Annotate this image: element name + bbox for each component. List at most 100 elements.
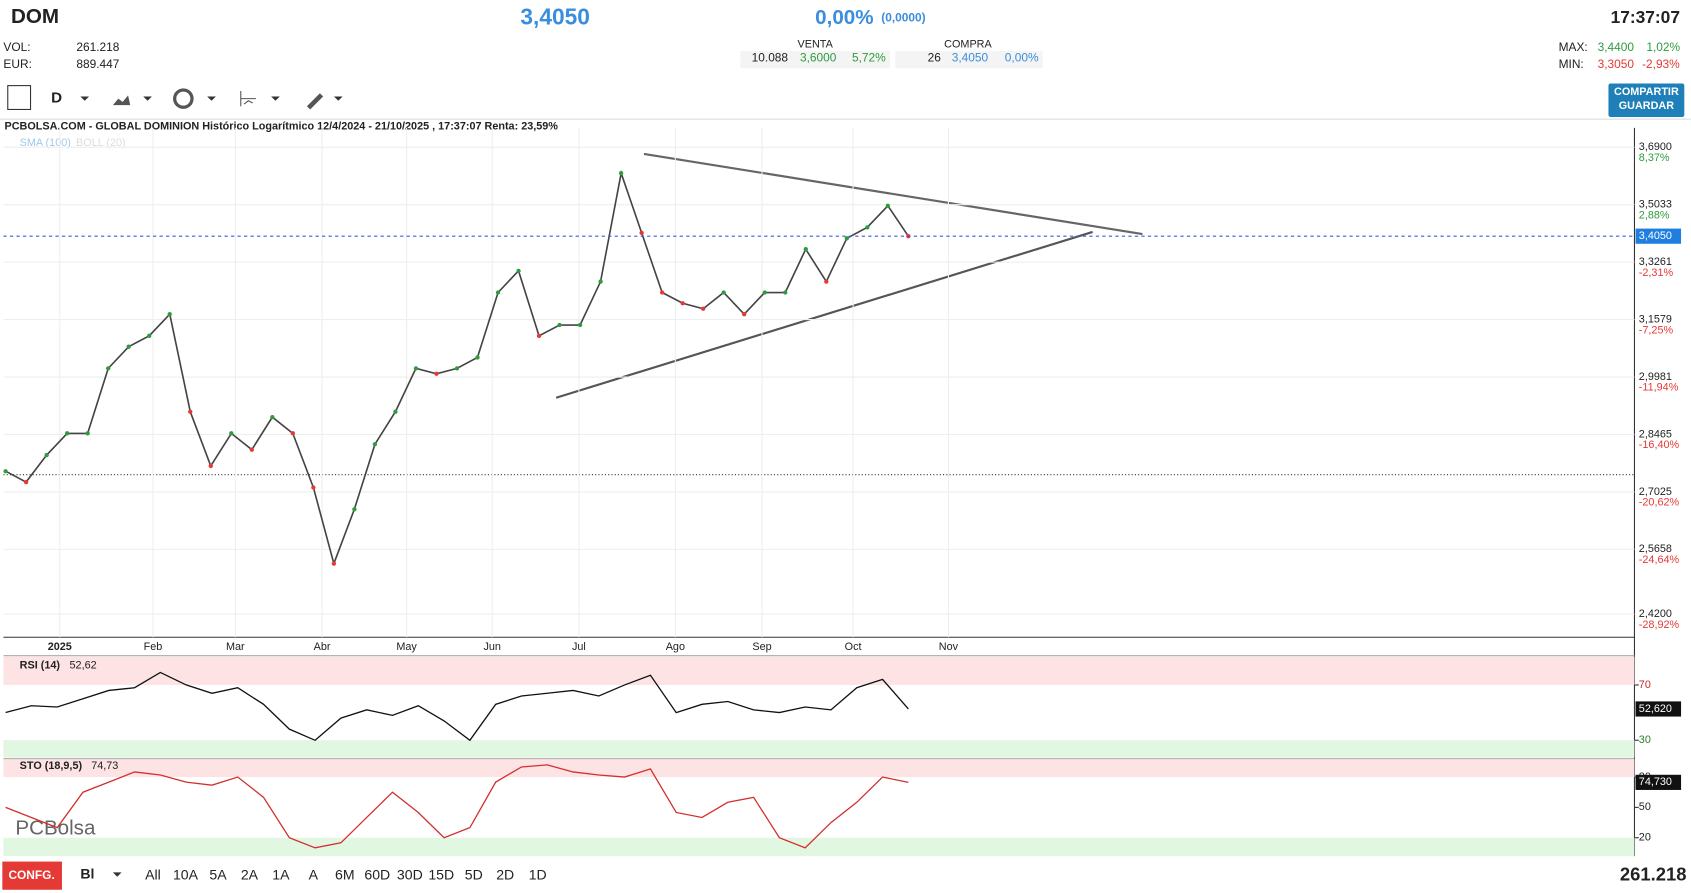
current-price-tag: [1635, 228, 1682, 244]
range-button[interactable]: All: [145, 866, 161, 882]
price-point: [536, 333, 542, 339]
price-point: [742, 312, 747, 317]
range-button[interactable]: 1D: [529, 866, 547, 882]
min-price: 3,3050: [1598, 57, 1635, 71]
chart-type-icon[interactable]: [112, 95, 131, 106]
month-label: Jul: [572, 641, 586, 653]
price-point: [372, 442, 378, 447]
y-tick-change: 8,37%: [1639, 152, 1670, 164]
price-point: [434, 371, 439, 376]
max-label: MAX:: [1559, 40, 1588, 54]
range-button[interactable]: 2A: [241, 866, 259, 882]
price-point: [577, 322, 583, 328]
price-point: [311, 485, 316, 490]
eur-label: EUR:: [3, 57, 31, 71]
range-button[interactable]: 60D: [364, 866, 390, 882]
price-point: [331, 561, 337, 566]
y-tick-change: 2,88%: [1639, 209, 1670, 221]
chart-title: PCBOLSA.COM - GLOBAL DOMINION Histórico …: [5, 121, 559, 133]
y-tick-label: 3,5033: [1639, 199, 1672, 211]
settings-icon[interactable]: [173, 88, 194, 109]
mode[interactable]: Bl: [80, 865, 94, 881]
price-point: [167, 312, 172, 317]
price-point: [659, 290, 665, 295]
share-button[interactable]: [1608, 83, 1685, 118]
price-point: [44, 452, 49, 458]
sto-line: [5, 764, 909, 849]
panel-toggle[interactable]: [7, 85, 32, 110]
month-label: Abr: [314, 641, 331, 653]
price-point: [721, 290, 726, 295]
y-tick-change: -11,94%: [1639, 382, 1679, 394]
price-point: [495, 290, 501, 295]
y-tick-change: -2,31%: [1639, 267, 1674, 279]
price-point: [885, 203, 891, 208]
price-point: [147, 333, 152, 339]
y-tick-change: -20,62%: [1639, 497, 1680, 509]
period[interactable]: D: [51, 90, 62, 107]
price-point: [393, 409, 398, 414]
range-button[interactable]: A: [309, 866, 319, 882]
venta-pct: 5,72%: [852, 51, 886, 65]
draw-icon[interactable]: [306, 93, 324, 110]
y-tick-label: 30: [1639, 734, 1651, 746]
price-point: [701, 306, 706, 311]
compra-price: 3,4050: [952, 51, 989, 65]
range-button[interactable]: 30D: [397, 866, 423, 882]
price-point: [803, 246, 808, 252]
range-button[interactable]: 2D: [496, 866, 514, 882]
y-tick-label: 70: [1639, 679, 1651, 691]
month-label: Feb: [144, 641, 163, 653]
range-button[interactable]: 5A: [209, 866, 227, 882]
config-button[interactable]: [2, 861, 62, 890]
month-label: Mar: [226, 641, 245, 653]
month-label: Ago: [666, 641, 685, 653]
ticker: DOM: [11, 5, 59, 28]
y-tick-change: -16,40%: [1639, 439, 1680, 451]
price-point: [249, 447, 254, 452]
price-point: [865, 225, 870, 230]
y-tick-label: 3,1579: [1639, 313, 1672, 325]
max-price: 3,4400: [1598, 40, 1635, 54]
range-button[interactable]: 5D: [465, 866, 483, 882]
y-tick-label: 3,6900: [1639, 141, 1672, 153]
price-point: [413, 366, 419, 371]
price-point: [454, 366, 460, 371]
venta-qty: 10.088: [752, 51, 789, 65]
venta-price: 3,6000: [800, 51, 837, 65]
price-point: [783, 290, 788, 295]
value-tag: [1635, 774, 1682, 790]
price-point: [208, 463, 213, 469]
sto-over-zone: [3, 758, 1635, 778]
price-point: [3, 469, 8, 474]
config-label[interactable]: CONFG.: [8, 868, 54, 882]
dropdown-arrows: [80, 96, 343, 101]
price-point: [290, 431, 296, 436]
sma-label: SMA (100): [20, 137, 71, 149]
range-button[interactable]: 15D: [428, 866, 454, 882]
rsi-label: RSI (14): [20, 659, 61, 671]
rsi-over-zone: [3, 656, 1635, 685]
price-point: [824, 279, 829, 284]
share-label[interactable]: COMPARTIR: [1614, 86, 1679, 98]
value-tag-label: 52,620: [1639, 703, 1672, 715]
month-label: Nov: [939, 641, 959, 653]
logo: PCBolsa: [15, 816, 96, 839]
indicator-icon[interactable]: [240, 91, 256, 107]
max-pct: 1,02%: [1646, 40, 1680, 54]
save-label[interactable]: GUARDAR: [1619, 100, 1675, 112]
month-label: Oct: [845, 641, 862, 653]
price-point: [64, 431, 70, 436]
price-point: [270, 414, 275, 420]
range-button[interactable]: 1A: [272, 866, 290, 882]
price-point: [618, 171, 624, 176]
compra-qty: 26: [928, 51, 942, 65]
range-button[interactable]: 6M: [335, 866, 355, 882]
y-tick-label: 2,7025: [1639, 486, 1672, 498]
y-tick-label: 3,3261: [1639, 256, 1672, 268]
y-tick-label: 2,5658: [1639, 543, 1672, 555]
price-point: [475, 355, 480, 360]
range-button[interactable]: 10A: [173, 866, 199, 882]
